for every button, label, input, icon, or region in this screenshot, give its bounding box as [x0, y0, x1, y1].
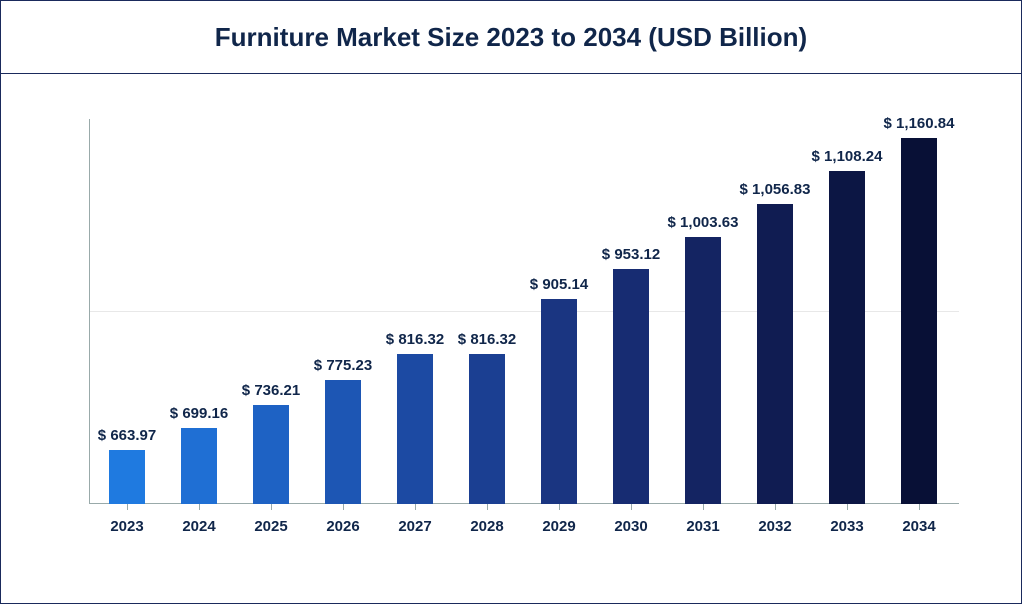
x-axis-label: 2034 — [902, 518, 935, 535]
x-tick — [271, 504, 272, 510]
x-axis-label: 2024 — [182, 518, 215, 535]
bar-value-label: $ 1,108.24 — [812, 148, 883, 165]
bar-slot: $ 1,056.832032 — [739, 119, 811, 504]
x-tick — [415, 504, 416, 510]
bar-value-label: $ 953.12 — [602, 246, 660, 263]
x-axis-label: 2027 — [398, 518, 431, 535]
bar: $ 699.16 — [181, 428, 217, 504]
x-tick — [775, 504, 776, 510]
chart-title: Furniture Market Size 2023 to 2034 (USD … — [215, 22, 807, 53]
x-axis-label: 2029 — [542, 518, 575, 535]
bar: $ 1,108.24 — [829, 171, 865, 504]
x-tick — [847, 504, 848, 510]
bar-value-label: $ 775.23 — [314, 357, 372, 374]
x-axis-label: 2032 — [758, 518, 791, 535]
bar: $ 953.12 — [613, 269, 649, 504]
bar: $ 736.21 — [253, 405, 289, 504]
bar-slot: $ 816.322028 — [451, 119, 523, 504]
bar-value-label: $ 1,056.83 — [740, 181, 811, 198]
bar-value-label: $ 905.14 — [530, 276, 588, 293]
x-tick — [343, 504, 344, 510]
bar-value-label: $ 1,160.84 — [884, 115, 955, 132]
x-axis-label: 2031 — [686, 518, 719, 535]
x-tick — [199, 504, 200, 510]
bar-slot: $ 775.232026 — [307, 119, 379, 504]
bar: $ 775.23 — [325, 380, 361, 504]
bars-layer: $ 663.972023$ 699.162024$ 736.212025$ 77… — [89, 119, 959, 504]
bar-slot: $ 905.142029 — [523, 119, 595, 504]
bar: $ 1,003.63 — [685, 237, 721, 504]
x-axis-label: 2028 — [470, 518, 503, 535]
bar-slot: $ 736.212025 — [235, 119, 307, 504]
x-axis-label: 2033 — [830, 518, 863, 535]
bar-slot: $ 953.122030 — [595, 119, 667, 504]
bar: $ 816.32 — [469, 354, 505, 504]
bar-slot: $ 1,160.842034 — [883, 119, 955, 504]
bar-value-label: $ 816.32 — [386, 331, 444, 348]
x-tick — [127, 504, 128, 510]
bar-value-label: $ 736.21 — [242, 382, 300, 399]
bar: $ 663.97 — [109, 450, 145, 504]
x-axis-label: 2026 — [326, 518, 359, 535]
x-tick — [487, 504, 488, 510]
x-axis-label: 2023 — [110, 518, 143, 535]
title-bar: Furniture Market Size 2023 to 2034 (USD … — [1, 1, 1021, 74]
plot-area: $ 663.972023$ 699.162024$ 736.212025$ 77… — [89, 119, 959, 504]
x-tick — [559, 504, 560, 510]
bar-value-label: $ 699.16 — [170, 405, 228, 422]
bar-value-label: $ 663.97 — [98, 427, 156, 444]
bar-value-label: $ 816.32 — [458, 331, 516, 348]
bar: $ 1,056.83 — [757, 204, 793, 504]
bar: $ 905.14 — [541, 299, 577, 504]
bar-slot: $ 816.322027 — [379, 119, 451, 504]
bar-slot: $ 663.972023 — [91, 119, 163, 504]
x-tick — [919, 504, 920, 510]
bar-slot: $ 1,108.242033 — [811, 119, 883, 504]
x-tick — [703, 504, 704, 510]
bar-slot: $ 699.162024 — [163, 119, 235, 504]
bar: $ 816.32 — [397, 354, 433, 504]
chart-container: Furniture Market Size 2023 to 2034 (USD … — [0, 0, 1022, 604]
bar-slot: $ 1,003.632031 — [667, 119, 739, 504]
bar-value-label: $ 1,003.63 — [668, 214, 739, 231]
x-tick — [631, 504, 632, 510]
bar: $ 1,160.84 — [901, 138, 937, 504]
x-axis-label: 2025 — [254, 518, 287, 535]
x-axis-label: 2030 — [614, 518, 647, 535]
